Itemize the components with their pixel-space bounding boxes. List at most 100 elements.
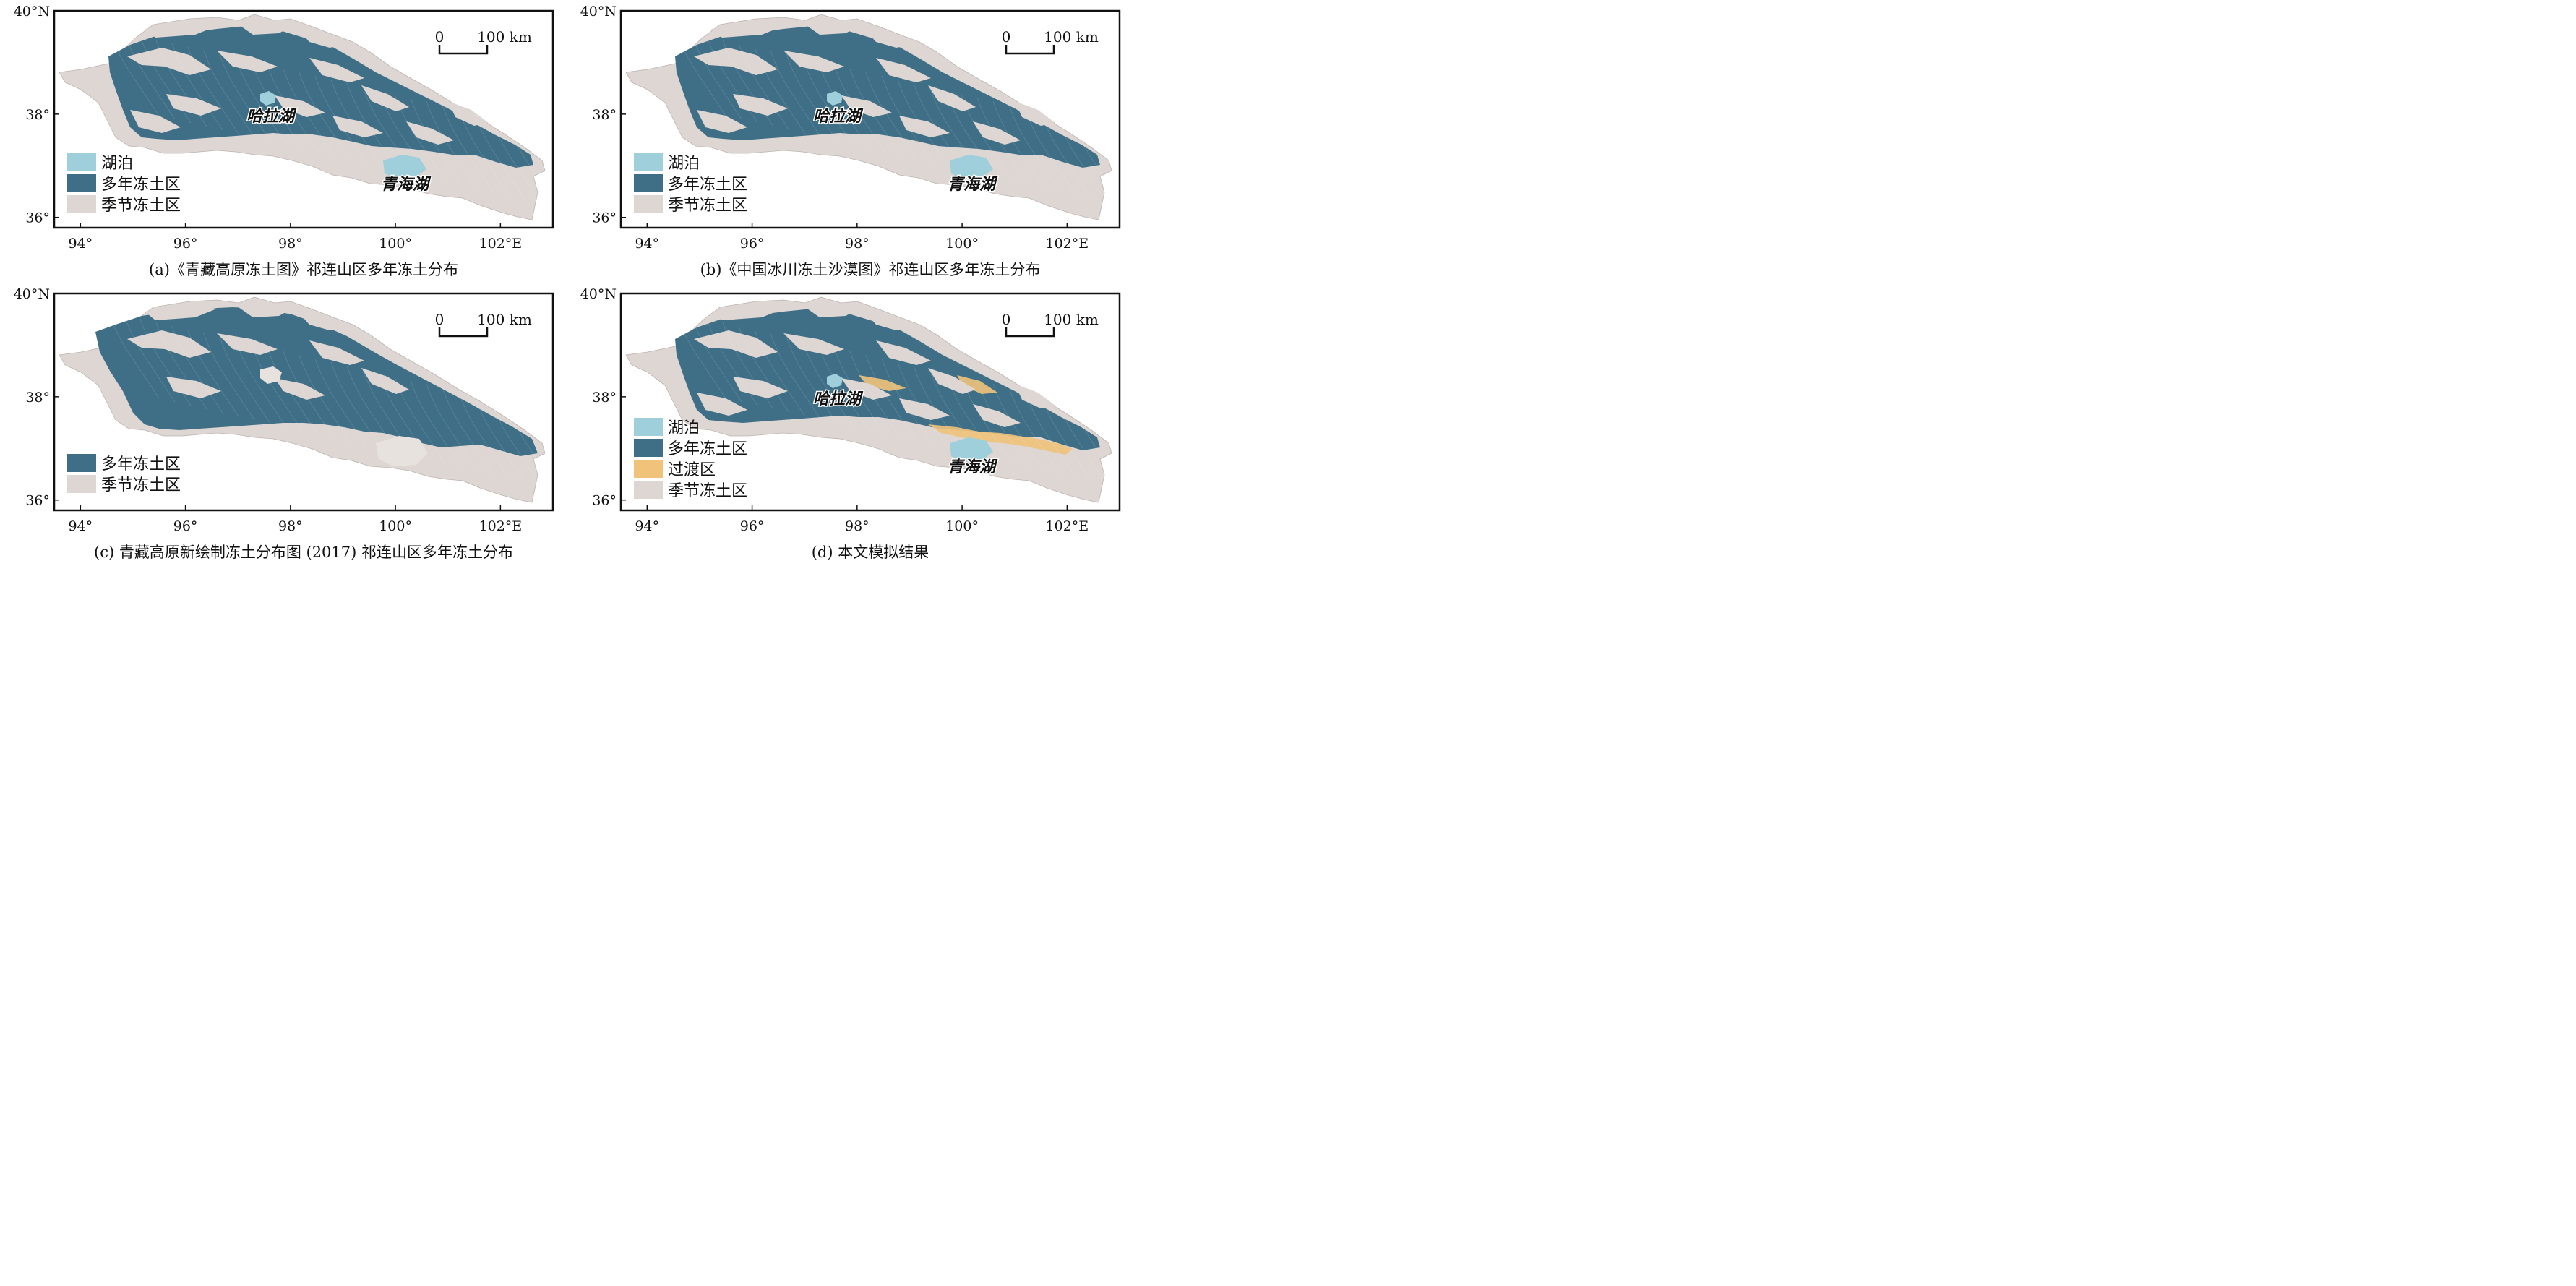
seasonal-gap bbox=[733, 94, 788, 116]
hillshade-texture bbox=[108, 28, 557, 207]
lon-tick-label: 96° bbox=[740, 236, 765, 252]
legend-swatch bbox=[67, 475, 96, 493]
seasonal-gap bbox=[217, 51, 278, 72]
hillshade-texture bbox=[674, 28, 1124, 207]
lake-hala bbox=[260, 91, 276, 106]
seasonal-gap bbox=[298, 312, 345, 330]
lake-qinghai bbox=[950, 155, 993, 179]
permafrost-region bbox=[95, 307, 538, 456]
map-panel-a: 40°N 38° 36° 94° 96° 98° 100° 102°E 0 100 km 哈拉湖 青海… bbox=[0, 0, 567, 283]
lake-hala bbox=[827, 374, 843, 388]
seasonal-gap bbox=[876, 340, 931, 365]
legend-swatch bbox=[634, 153, 663, 171]
seasonal-gap bbox=[805, 304, 862, 317]
scale-length-label: 100 km bbox=[1044, 311, 1099, 328]
seasonal-gap bbox=[899, 398, 950, 420]
legend-label: 湖泊 bbox=[668, 419, 700, 437]
scale-bar: 0 100 km bbox=[1002, 311, 1099, 338]
scale-bar: 0 100 km bbox=[435, 28, 532, 55]
legend-label: 季节冻土区 bbox=[101, 476, 181, 494]
lon-tick-label: 102°E bbox=[1046, 518, 1089, 534]
seasonal-gap bbox=[805, 22, 862, 35]
lon-tick-label: 100° bbox=[945, 518, 979, 534]
map-frame bbox=[619, 292, 1121, 512]
lon-tick-label: 96° bbox=[173, 518, 198, 534]
seasonal-gap bbox=[127, 330, 211, 358]
lat-tick-label: 36° bbox=[592, 210, 617, 226]
transition-zone bbox=[957, 375, 997, 394]
seasonal-gap bbox=[309, 58, 364, 82]
lon-tick-label: 102°E bbox=[1046, 236, 1089, 252]
seasonal-gap bbox=[694, 330, 778, 358]
lake-label-qinghai: 青海湖 bbox=[948, 458, 998, 476]
lake-label-qinghai: 青海湖 bbox=[381, 175, 432, 194]
legend-swatch bbox=[634, 460, 663, 478]
lon-tick-label: 98° bbox=[278, 518, 303, 534]
lat-tick-label: 40°N bbox=[580, 286, 617, 302]
seasonal-gap bbox=[928, 85, 976, 111]
map-panel-b: 40°N 38° 36° 94° 96° 98° 100° 102°E 0 100 km 哈拉湖 青海… bbox=[567, 0, 1133, 283]
legend-swatch bbox=[634, 418, 663, 436]
lake-patch bbox=[376, 436, 428, 466]
seasonal-gap bbox=[166, 377, 221, 398]
seasonal-gap bbox=[217, 333, 278, 355]
seasonal-gap bbox=[711, 304, 783, 320]
lon-tick-label: 94° bbox=[68, 236, 93, 252]
seasonal-gap bbox=[711, 22, 783, 38]
seasonal-gap bbox=[694, 48, 778, 75]
seasonal-gap bbox=[239, 304, 295, 317]
lon-tick-label: 98° bbox=[845, 236, 870, 252]
seasonal-gap bbox=[864, 29, 912, 48]
lat-tick-label: 40°N bbox=[14, 4, 50, 20]
lon-tick-label: 94° bbox=[635, 518, 659, 534]
lon-tick-label: 100° bbox=[945, 236, 979, 252]
legend-swatch bbox=[67, 195, 96, 213]
legend-swatch bbox=[67, 153, 96, 171]
lon-tick-label: 100° bbox=[379, 518, 412, 534]
seasonal-gap bbox=[309, 340, 364, 365]
lon-tick-label: 94° bbox=[635, 236, 659, 252]
seasonal-gap bbox=[841, 378, 892, 400]
scale-bar: 0 100 km bbox=[1002, 28, 1099, 55]
lat-tick-label: 40°N bbox=[580, 4, 617, 20]
lat-tick-label: 36° bbox=[25, 493, 50, 509]
lake-patch bbox=[260, 366, 282, 384]
seasonal-gap bbox=[783, 333, 844, 355]
seasonal-gap bbox=[1015, 101, 1055, 126]
seasonal-gap bbox=[973, 404, 1021, 427]
seasonal-gap bbox=[783, 51, 844, 72]
seasonal-gap bbox=[876, 58, 931, 82]
seasonal-gap bbox=[127, 48, 211, 75]
seasonal-gap bbox=[406, 121, 454, 145]
seasonal-gap bbox=[239, 22, 295, 35]
hillshade-texture bbox=[674, 311, 1124, 489]
lat-tick-label: 38° bbox=[25, 107, 50, 123]
seasonal-gap bbox=[697, 110, 747, 133]
lon-tick-label: 98° bbox=[845, 518, 870, 534]
scale-length-label: 100 km bbox=[1044, 28, 1099, 46]
scale-length-label: 100 km bbox=[477, 28, 532, 46]
lat-tick-label: 36° bbox=[25, 210, 50, 226]
legend-label: 季节冻土区 bbox=[668, 197, 747, 215]
panel-caption: (c) 青藏高原新绘制冻土分布图 (2017) 祁连山区多年冻土分布 bbox=[94, 544, 513, 561]
lake-qinghai bbox=[383, 155, 426, 179]
seasonal-gap bbox=[928, 368, 976, 394]
seasonal-gap bbox=[275, 95, 325, 117]
scale-length-label: 100 km bbox=[477, 311, 532, 328]
lon-tick-label: 100° bbox=[379, 236, 412, 252]
legend-label: 多年冻土区 bbox=[668, 440, 747, 458]
lat-tick-label: 38° bbox=[592, 107, 617, 123]
lake-label-qinghai: 青海湖 bbox=[948, 175, 998, 194]
lat-tick-label: 40°N bbox=[14, 286, 50, 302]
seasonal-gap bbox=[448, 101, 489, 126]
scale-bar: 0 100 km bbox=[435, 311, 532, 338]
lon-tick-label: 98° bbox=[278, 236, 303, 252]
legend-label: 季节冻土区 bbox=[101, 197, 181, 215]
seasonal-gap bbox=[864, 312, 912, 330]
lon-tick-label: 94° bbox=[68, 518, 93, 534]
scale-zero-label: 0 bbox=[1002, 311, 1011, 328]
seasonal-gap bbox=[298, 29, 345, 48]
panel-caption: (b)《中国冰川冻土沙漠图》祁连山区多年冻土分布 bbox=[700, 261, 1041, 278]
seasonal-gap bbox=[130, 110, 181, 133]
map-svg: 40°N 38° 36° 94° 96° 98° 100° 102°E 0 100 km 哈拉湖青海… bbox=[580, 4, 1124, 278]
